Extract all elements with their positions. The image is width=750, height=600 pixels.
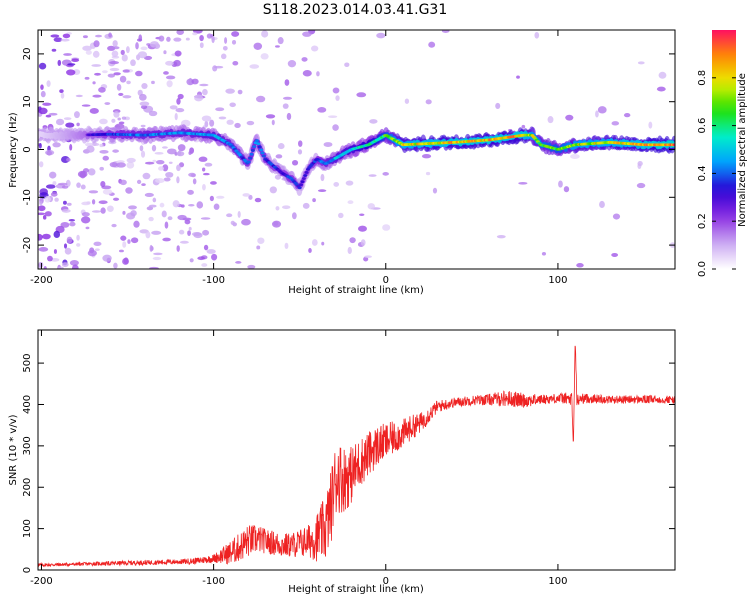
snr-y-axis-label: SNR (10 * v/v) xyxy=(8,414,19,485)
spectrogram-heatmap xyxy=(38,30,675,269)
snr-y-tick-label: 300 xyxy=(22,436,33,455)
spectrogram-y-tick-label: -20 xyxy=(22,237,33,253)
colorbar-gradient xyxy=(712,30,736,269)
snr-y-tick-label: 0 xyxy=(22,567,33,573)
spectrogram-x-tick-label: -200 xyxy=(30,275,53,286)
spectrogram-x-tick-label: 0 xyxy=(383,275,389,286)
colorbar-label: Normalized spectral amplitude xyxy=(737,73,748,227)
spectrogram-x-axis-label: Height of straight line (km) xyxy=(288,285,424,296)
spectrogram-y-tick-label: 10 xyxy=(22,95,33,108)
snr-x-tick-label: 100 xyxy=(548,576,567,587)
snr-frame xyxy=(37,329,676,571)
spectrogram-y-tick-label: 0 xyxy=(22,146,33,152)
snr-line xyxy=(38,345,675,568)
snr-x-tick-label: -200 xyxy=(30,576,53,587)
spectrogram-y-axis-label: Frequency (Hz) xyxy=(8,112,19,188)
colorbar-tick-label: 0.6 xyxy=(697,118,708,134)
snr-x-tick-label: -100 xyxy=(202,576,225,587)
spectrogram-x-tick-label: -100 xyxy=(202,275,225,286)
spectrogram-y-tick-label: 20 xyxy=(22,48,33,61)
spectrogram-y-tick-label: -10 xyxy=(22,189,33,205)
colorbar-tick-label: 0.8 xyxy=(697,70,708,86)
snr-x-axis-label: Height of straight line (km) xyxy=(288,584,424,595)
colorbar-tick-label: 0.4 xyxy=(697,165,708,181)
colorbar: 0.0 0.2 0.4 0.6 0.8 xyxy=(697,30,736,277)
snr-y-tick-label: 500 xyxy=(22,354,33,373)
snr-x-tick-label: 0 xyxy=(383,576,389,587)
snr-y-tick-label: 200 xyxy=(22,478,33,497)
snr-panel: -200 -100 0 100 0 100 200 300 400 500 xyxy=(22,329,676,587)
colorbar-tick-label: 0.0 xyxy=(697,261,708,277)
figure-title: S118.2023.014.03.41.G31 xyxy=(263,2,448,18)
snr-y-tick-label: 100 xyxy=(22,519,33,538)
snr-y-tick-label: 400 xyxy=(22,395,33,414)
spectrogram-x-tick-label: 100 xyxy=(548,275,567,286)
colorbar-tick-label: 0.2 xyxy=(697,213,708,229)
